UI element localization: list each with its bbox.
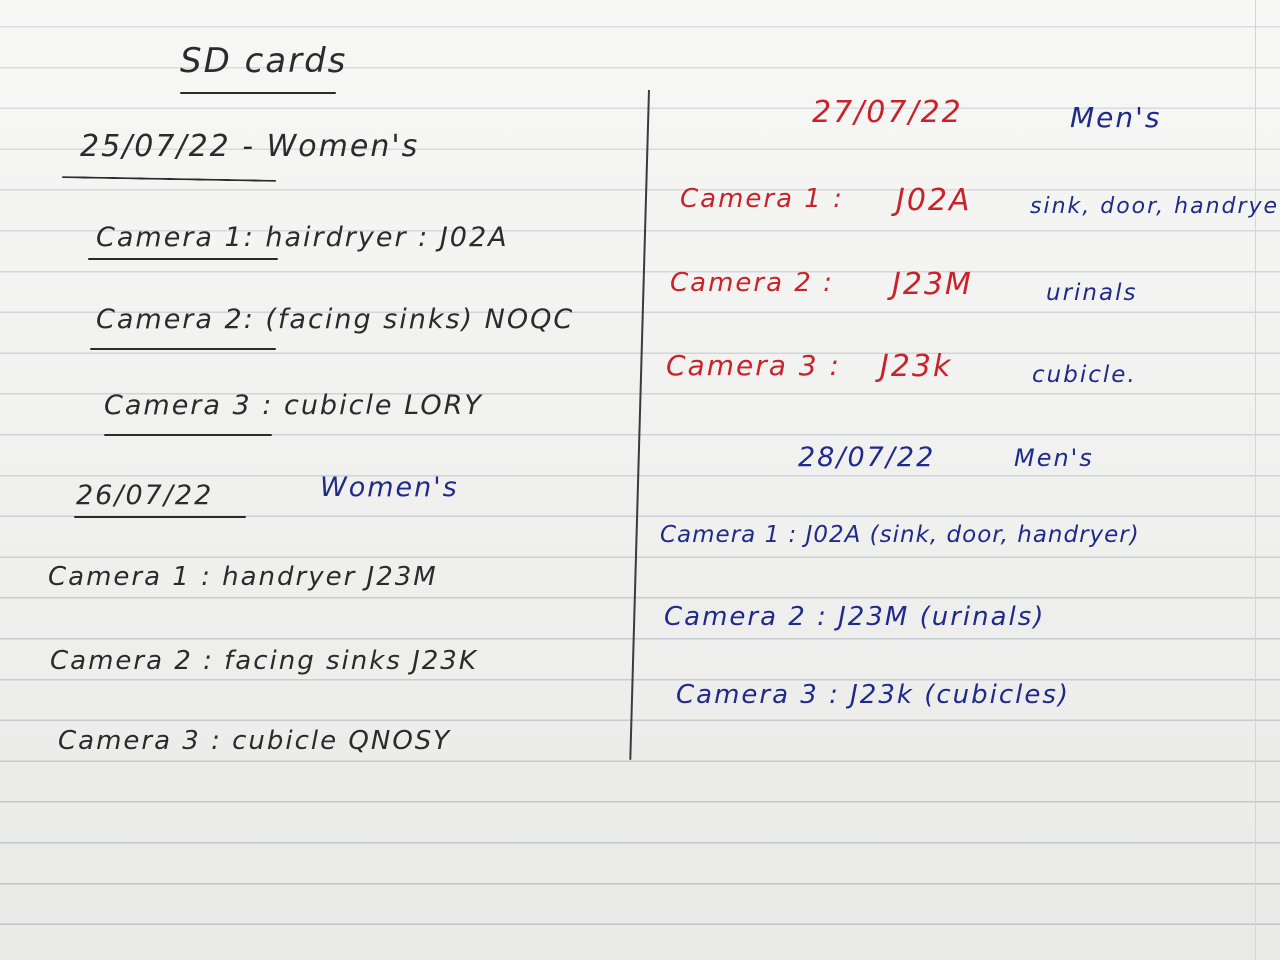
day2-camera2: Camera 2 : facing sinks J23K [50,646,478,676]
day3-label: Men's [1070,101,1162,134]
day1-camera2-underline [90,348,276,350]
day1-underline [61,176,277,182]
day3-camera3-note: cubicle. [1032,362,1137,388]
day1-camera3: Camera 3 : cubicle LORY [104,390,483,421]
day3-camera3-label: Camera 3 : [666,349,841,382]
day4-camera1: Camera 1 : J02A (sink, door, handryer) [660,522,1140,548]
day4-date: 28/07/22 [798,442,936,473]
day2-label: Women's [320,472,459,503]
day1-heading: 25/07/22 - Women's [80,129,420,164]
page-title: SD cards [180,41,348,81]
day1-camera3-underline [104,434,272,436]
day3-camera1-label: Camera 1 : [680,184,844,214]
day4-camera3: Camera 3 : J23k (cubicles) [676,680,1071,710]
day1-camera2: Camera 2: (facing sinks) NOQC [96,304,575,335]
day2-camera3: Camera 3 : cubicle QNOSY [58,726,452,756]
day3-camera2-label: Camera 2 : [670,268,834,298]
day1-camera1: Camera 1: hairdryer : J02A [96,222,509,253]
column-divider [629,90,650,760]
margin-line [1255,0,1256,960]
day3-camera1-note: sink, door, handryer [1030,194,1280,219]
day3-camera1-code: J02A [896,183,972,218]
day1-camera1-underline [88,258,278,260]
day3-camera2-code: J23M [892,267,973,302]
day2-date: 26/07/22 [76,480,214,511]
day4-label: Men's [1014,444,1094,472]
day2-underline [74,516,246,518]
title-underline [180,92,336,94]
day3-date: 27/07/22 [812,95,963,130]
day2-camera1: Camera 1 : handryer J23M [48,562,438,592]
day3-camera2-note: urinals [1046,280,1138,306]
day3-camera3-code: J23k [880,349,953,384]
day4-camera2: Camera 2 : J23M (urinals) [664,602,1046,632]
